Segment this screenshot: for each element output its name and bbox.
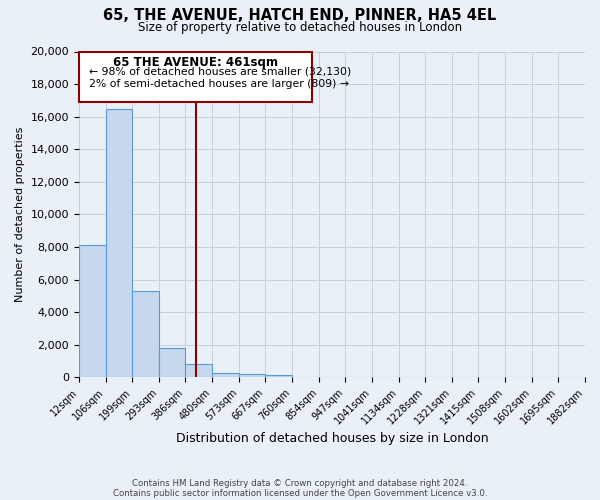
Bar [132,291,159,378]
Bar [185,364,212,378]
Bar [239,374,265,378]
Bar [265,375,292,378]
Text: 2% of semi-detached houses are larger (809) →: 2% of semi-detached houses are larger (8… [89,79,349,89]
Bar [79,246,106,378]
Text: 65 THE AVENUE: 461sqm: 65 THE AVENUE: 461sqm [113,56,278,70]
Bar [159,348,185,378]
Y-axis label: Number of detached properties: Number of detached properties [15,127,25,302]
Bar [212,372,239,378]
Text: Size of property relative to detached houses in London: Size of property relative to detached ho… [138,21,462,34]
FancyBboxPatch shape [79,52,312,102]
Text: Contains public sector information licensed under the Open Government Licence v3: Contains public sector information licen… [113,488,487,498]
Text: 65, THE AVENUE, HATCH END, PINNER, HA5 4EL: 65, THE AVENUE, HATCH END, PINNER, HA5 4… [103,8,497,22]
Text: ← 98% of detached houses are smaller (32,130): ← 98% of detached houses are smaller (32… [89,66,351,76]
X-axis label: Distribution of detached houses by size in London: Distribution of detached houses by size … [176,432,488,445]
Text: Contains HM Land Registry data © Crown copyright and database right 2024.: Contains HM Land Registry data © Crown c… [132,478,468,488]
Bar [106,108,132,378]
